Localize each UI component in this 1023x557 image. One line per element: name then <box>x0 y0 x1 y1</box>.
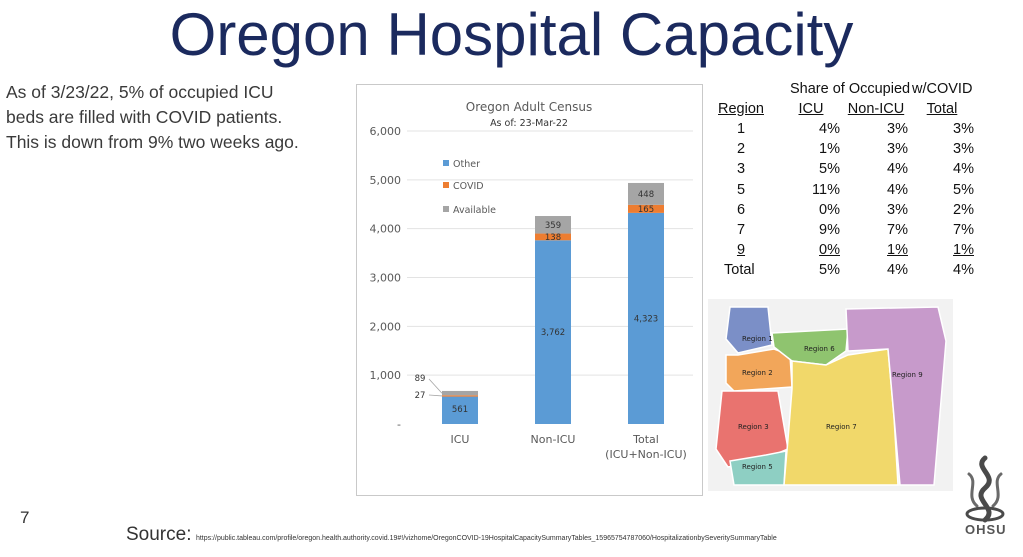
table-header: Share of Occupied <box>790 81 911 97</box>
bar-segment-covid <box>628 204 664 213</box>
table-cell: 5% <box>819 262 840 278</box>
map-label: Region 7 <box>826 423 857 431</box>
table-cell: 4% <box>887 262 908 278</box>
bar-segment-available <box>442 390 478 396</box>
table-cell: 4% <box>819 121 840 137</box>
data-label: 165 <box>638 205 654 215</box>
table-cell: 4% <box>953 262 974 278</box>
table-cell: 1% <box>887 242 908 258</box>
x-tick-label: Non-ICU <box>531 433 576 446</box>
data-label: 27 <box>415 391 426 401</box>
table-column-header: Non-ICU <box>847 101 905 117</box>
legend-label: Available <box>453 205 496 216</box>
data-label: 448 <box>638 190 654 200</box>
leader-line <box>428 378 443 394</box>
table-cell: 2% <box>953 202 974 218</box>
table-cell: 9% <box>819 222 840 238</box>
bar-segment-other <box>628 212 664 424</box>
data-label: 138 <box>545 233 561 243</box>
census-chart: Oregon Adult Census As of: 23-Mar-22 - 1,00… <box>370 100 693 461</box>
y-tick-label: 6,000 <box>370 125 402 138</box>
y-tick-label: 2,000 <box>370 320 402 333</box>
table-cell: 4% <box>887 161 908 177</box>
table-cell: 0% <box>819 242 840 258</box>
data-label: 89 <box>415 374 426 384</box>
table-cell: 5% <box>953 182 974 198</box>
table-cell: 7% <box>887 222 908 238</box>
census-chart-panel: Oregon Adult Census As of: 23-Mar-22 - 1,00… <box>356 84 703 496</box>
map-label: Region 3 <box>738 423 769 431</box>
logo-text: OHSU <box>965 522 1007 537</box>
source-label: Source: <box>126 524 192 545</box>
y-tick-label: 3,000 <box>370 272 402 285</box>
map-label: Region 5 <box>742 463 773 471</box>
bar-segment-other <box>442 396 478 424</box>
data-label: 3,762 <box>541 328 565 338</box>
bar-segment-available <box>628 182 664 205</box>
y-tick-label: 4,000 <box>370 223 402 236</box>
x-tick-sublabel: (ICU+Non-ICU) <box>605 448 687 461</box>
map-region-1 <box>725 306 773 354</box>
table-cell: 3% <box>953 141 974 157</box>
table-cell: 7% <box>953 222 974 238</box>
table-cell: 1% <box>819 141 840 157</box>
legend-swatch <box>443 160 449 166</box>
table-column-header: ICU <box>798 101 824 117</box>
description-line: As of 3/23/22, 5% of occupied ICU <box>6 82 274 102</box>
ohsu-logo-icon <box>965 455 1005 523</box>
map-region-7 <box>783 348 899 486</box>
legend-swatch <box>443 182 449 188</box>
map-label: Region 6 <box>804 345 835 353</box>
bar-segment-covid <box>442 395 478 397</box>
table-cell: 3% <box>887 121 908 137</box>
bar-segment-available <box>535 216 571 234</box>
table-cell: 4% <box>953 161 974 177</box>
table-cell: 1% <box>953 242 974 258</box>
region-map: Region 1 Region 2 Region 3 Region 5 Regi… <box>708 299 953 491</box>
map-region-9 <box>845 306 947 486</box>
data-label: 4,323 <box>634 314 658 324</box>
source-link[interactable]: https://public.tableau.com/profile/orego… <box>195 535 777 542</box>
slide-title: Oregon Hospital Capacity <box>169 1 854 68</box>
y-tick-label: 5,000 <box>370 174 402 187</box>
data-label: 359 <box>545 221 561 231</box>
source-citation: Source: https://public.tableau.com/profi… <box>126 524 777 546</box>
table-cell: 3% <box>953 121 974 137</box>
table-header: w/COVID <box>912 81 973 97</box>
legend-label: Other <box>453 159 480 170</box>
bar-segment-covid <box>535 233 571 241</box>
table-cell: 3% <box>887 141 908 157</box>
chart-title: Oregon Adult Census <box>466 100 592 114</box>
table-cell: Total <box>724 262 755 278</box>
table-cell: 0% <box>819 202 840 218</box>
bar-segment-other <box>535 240 571 424</box>
description-line: This is down from 9% two weeks ago. <box>6 132 299 152</box>
x-tick-label: Total <box>632 433 659 446</box>
description-text: As of 3/23/22, 5% of occupied ICU beds a… <box>6 80 336 155</box>
map-region-2 <box>725 348 793 392</box>
legend-label: COVID <box>453 181 484 192</box>
x-tick-label: ICU <box>451 433 470 446</box>
data-label: 561 <box>452 405 468 415</box>
table-column-header: Total <box>926 101 958 117</box>
legend-swatch <box>443 206 449 212</box>
table-cell: 3% <box>887 202 908 218</box>
map-label: Region 9 <box>892 371 923 379</box>
page-number: 7 <box>20 508 30 527</box>
map-label: Region 1 <box>742 335 773 343</box>
chart-subtitle: As of: 23-Mar-22 <box>490 118 568 129</box>
y-tick-label: 1,000 <box>370 369 402 382</box>
leader-line <box>428 394 443 397</box>
table-cell: 5% <box>819 161 840 177</box>
table-cell: 11% <box>812 182 840 198</box>
y-tick-label: - <box>397 418 401 431</box>
description-line: beds are filled with COVID patients. <box>6 107 283 127</box>
table-cell: 4% <box>887 182 908 198</box>
map-label: Region 2 <box>742 369 773 377</box>
